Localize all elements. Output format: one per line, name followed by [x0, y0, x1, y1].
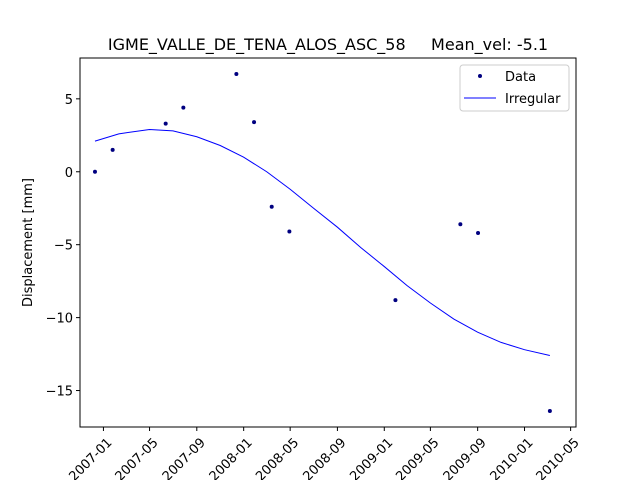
x-tick-label: 2010-01 [488, 435, 537, 480]
y-tick-label: −5 [54, 239, 73, 254]
legend-data-marker [478, 74, 482, 78]
x-tick-label: 2010-05 [534, 435, 583, 480]
y-tick-label: −15 [46, 385, 73, 400]
x-tick-label: 2008-09 [300, 435, 349, 480]
y-tick-label: 5 [65, 93, 73, 108]
data-point [92, 169, 97, 174]
plot-area [92, 72, 552, 413]
chart-title: IGME_VALLE_DE_TENA_ALOS_ASC_58 Mean_vel:… [108, 35, 548, 55]
x-tick-label: 2009-01 [347, 435, 396, 480]
data-point [269, 204, 274, 209]
x-tick-label: 2008-01 [207, 435, 256, 480]
data-point [110, 147, 115, 152]
data-point [458, 222, 463, 227]
data-point [393, 298, 398, 303]
data-point [181, 105, 186, 110]
series-line-irregular [94, 128, 550, 357]
x-axis: 2007-012007-052007-092008-012008-052008-… [66, 427, 583, 480]
data-point [163, 121, 168, 126]
x-tick-label: 2008-05 [253, 435, 302, 480]
legend: Data Irregular [459, 64, 570, 112]
data-point [252, 120, 257, 125]
y-axis-label: Displacement [mm] [21, 178, 36, 307]
y-tick-label: 0 [65, 166, 73, 181]
legend-label-irregular: Irregular [505, 92, 561, 107]
legend-label-data: Data [505, 70, 536, 85]
y-tick-label: −10 [46, 312, 73, 327]
data-point [476, 231, 481, 236]
x-tick-label: 2009-05 [393, 435, 442, 480]
data-point [234, 72, 239, 77]
x-tick-label: 2007-05 [113, 435, 162, 480]
x-tick-label: 2009-09 [441, 435, 490, 480]
x-tick-label: 2007-09 [160, 435, 209, 480]
plot-frame [79, 57, 577, 428]
y-axis: 5 0 −5 −10 −15 [46, 93, 80, 400]
data-point [287, 229, 292, 234]
legend-box [459, 64, 570, 112]
data-point [547, 408, 552, 413]
x-tick-label: 2007-01 [66, 435, 115, 480]
